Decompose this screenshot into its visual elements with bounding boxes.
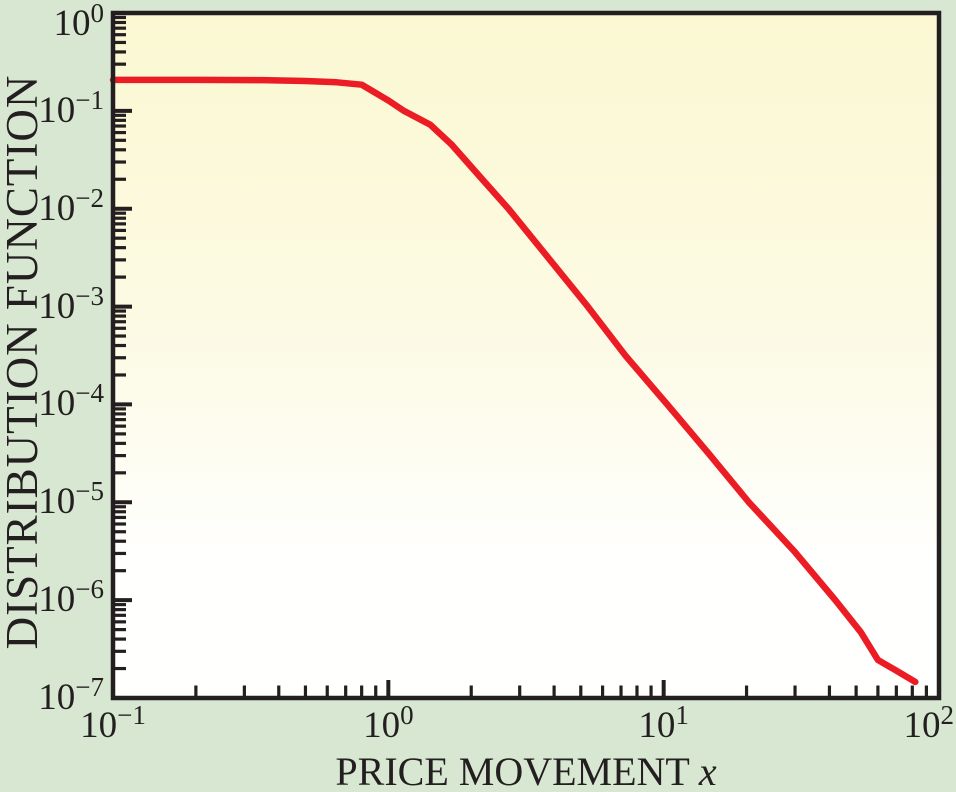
tick-base: 10 bbox=[38, 285, 76, 327]
y-tick-label: 10−5 bbox=[0, 478, 104, 524]
tick-base: 10 bbox=[38, 481, 76, 523]
tick-exponent: 0 bbox=[400, 700, 414, 730]
x-axis-title-text: PRICE MOVEMENT bbox=[335, 749, 690, 792]
tick-exponent: −1 bbox=[117, 700, 146, 730]
y-tick-label: 10−3 bbox=[0, 282, 104, 329]
tick-exponent: −7 bbox=[75, 672, 104, 702]
x-tick-label: 101 bbox=[594, 702, 734, 748]
tick-base: 10 bbox=[53, 3, 91, 44]
tick-exponent: −6 bbox=[75, 574, 104, 605]
tick-exponent: −5 bbox=[75, 476, 104, 507]
tick-exponent: 0 bbox=[90, 0, 105, 28]
x-tick-label: 100 bbox=[318, 702, 458, 748]
tick-base: 10 bbox=[903, 705, 941, 746]
tick-base: 10 bbox=[38, 579, 76, 621]
tick-base: 10 bbox=[38, 383, 76, 425]
tick-base: 10 bbox=[363, 705, 401, 746]
x-tick-label: 102 bbox=[814, 702, 955, 748]
distribution-curve bbox=[109, 76, 919, 686]
y-tick-label: 100 bbox=[0, 0, 105, 46]
x-axis-title-variable: x bbox=[698, 749, 717, 792]
tick-base: 10 bbox=[38, 677, 76, 718]
tick-base: 10 bbox=[638, 705, 676, 746]
plot-frame bbox=[110, 10, 942, 701]
y-tick-label: 10−7 bbox=[0, 674, 104, 720]
tick-exponent: −2 bbox=[75, 182, 104, 213]
y-axis-ticks bbox=[115, 11, 132, 700]
tick-base: 10 bbox=[80, 705, 118, 746]
y-axis-title: DISTRIBUTION FUNCTION bbox=[0, 74, 47, 650]
tick-exponent: 2 bbox=[940, 700, 955, 730]
tick-exponent: −3 bbox=[75, 280, 104, 311]
y-tick-label: 10−6 bbox=[0, 576, 104, 622]
x-axis-title: PRICE MOVEMENT x bbox=[113, 748, 939, 792]
tick-exponent: −1 bbox=[75, 84, 104, 115]
x-tick-label: 10−1 bbox=[43, 702, 183, 748]
tick-base: 10 bbox=[38, 89, 76, 131]
tick-exponent: −4 bbox=[75, 378, 104, 409]
tick-exponent: 1 bbox=[675, 700, 689, 730]
y-tick-label: 10−4 bbox=[0, 380, 104, 426]
plot-background bbox=[113, 13, 939, 698]
tick-base: 10 bbox=[38, 187, 76, 229]
y-tick-label: 10−1 bbox=[0, 86, 104, 133]
y-tick-label: 10−2 bbox=[0, 184, 104, 231]
